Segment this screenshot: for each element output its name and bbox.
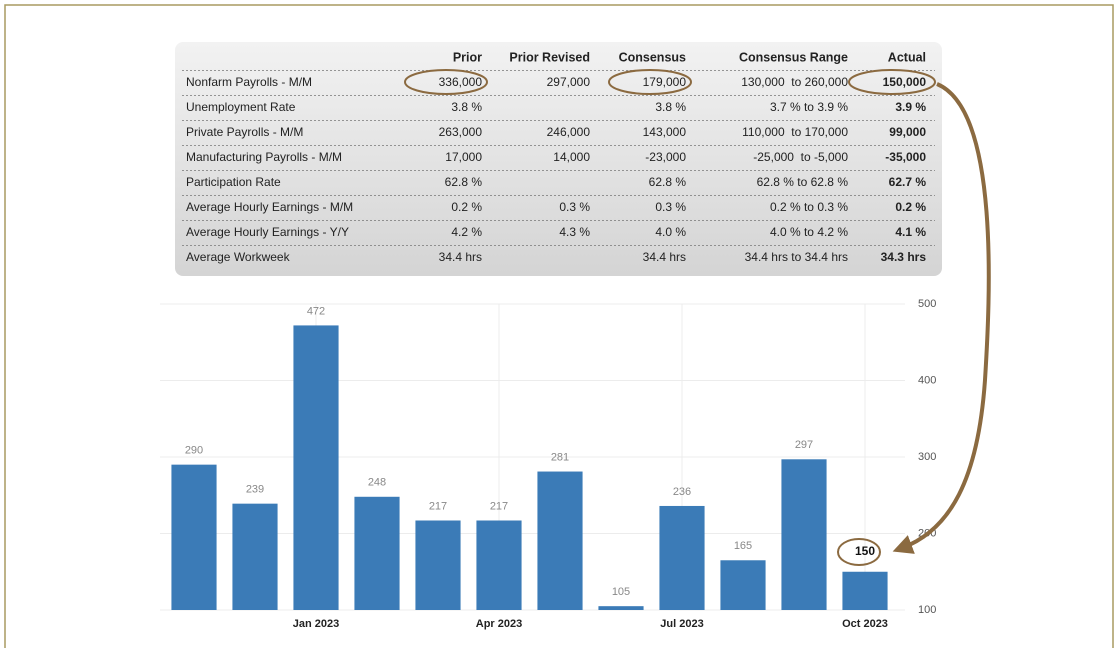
bar [171, 464, 217, 610]
highlight-ellipse [837, 538, 881, 566]
x-tick-label: Jan 2023 [293, 618, 339, 630]
table-cell: 246,000 [547, 125, 591, 139]
bar [537, 471, 583, 610]
row-label: Unemployment Rate [186, 100, 296, 114]
value-label: 239 [246, 484, 264, 496]
bar [659, 505, 705, 610]
frame [4, 4, 1114, 648]
value-label: 297 [795, 439, 813, 451]
table-cell: -23,000 [645, 150, 686, 164]
column-header: Consensus [619, 50, 686, 64]
table-cell: 34.3 hrs [881, 250, 927, 264]
y-tick-label: 100 [918, 604, 936, 616]
table-cell: 0.2 % [895, 200, 926, 214]
value-label: 165 [734, 540, 752, 552]
table-cell: -25,000 to -5,000 [753, 150, 848, 164]
row-label: Average Hourly Earnings - Y/Y [186, 225, 349, 239]
table-cell: 263,000 [439, 125, 483, 139]
table-cell: 0.2 % [451, 200, 482, 214]
row-label: Private Payrolls - M/M [186, 125, 303, 139]
table-cell: 150,000 [883, 75, 927, 89]
table-cell: 14,000 [553, 150, 590, 164]
row-label: Participation Rate [186, 175, 281, 189]
table-cell: 110,000 to 170,000 [742, 125, 848, 139]
y-tick-label: 300 [918, 451, 936, 463]
column-header: Actual [888, 50, 926, 64]
table-cell: 62.7 % [889, 175, 927, 189]
row-label: Manufacturing Payrolls - M/M [186, 150, 342, 164]
table-cell: 62.8 % to 62.8 % [757, 175, 849, 189]
table-cell: 130,000 to 260,000 [741, 75, 848, 89]
bar [415, 520, 461, 610]
table-cell: 0.3 % [655, 200, 686, 214]
value-label: 217 [429, 500, 447, 512]
table-cell: 0.2 % to 0.3 % [770, 200, 848, 214]
x-tick-label: Oct 2023 [842, 618, 888, 630]
highlight-ellipse [404, 69, 488, 95]
row-label: Average Hourly Earnings - M/M [186, 200, 353, 214]
highlight-ellipse [848, 69, 936, 95]
bar [842, 571, 888, 610]
highlight-ellipse [608, 69, 692, 95]
table: Prior Prior Revised Consensus Consensus Ran… [182, 50, 935, 264]
value-label: 472 [307, 305, 325, 317]
value-label: 290 [185, 445, 203, 457]
bar [476, 520, 522, 610]
bar [720, 560, 766, 610]
table-cell: 3.7 % to 3.9 % [770, 100, 848, 114]
bar [598, 606, 644, 610]
table-cell: 297,000 [547, 75, 591, 89]
bar [781, 459, 827, 610]
table-cell: 34.4 hrs to 34.4 hrs [745, 250, 848, 264]
row-label: Nonfarm Payrolls - M/M [186, 75, 312, 89]
table-panel [175, 42, 942, 276]
table-cell: -35,000 [885, 150, 926, 164]
column-header: Prior [453, 50, 482, 64]
value-label: 281 [551, 451, 569, 463]
value-label: 248 [368, 477, 386, 489]
table-cell: 4.0 % to 4.2 % [770, 225, 848, 239]
table-cell: 336,000 [439, 75, 483, 89]
table-cell: 0.3 % [559, 200, 590, 214]
annotations [404, 69, 991, 566]
y-tick-label: 500 [918, 298, 936, 310]
table-cell: 4.1 % [895, 225, 926, 239]
y-tick-label: 400 [918, 374, 936, 386]
value-label: 217 [490, 500, 508, 512]
table-cell: 3.9 % [895, 100, 926, 114]
table-cell: 62.8 % [649, 175, 687, 189]
table-cell: 179,000 [643, 75, 687, 89]
table-cell: 99,000 [889, 125, 926, 139]
table-cell: 34.4 hrs [643, 250, 686, 264]
bar [354, 496, 400, 610]
x-tick-label: Apr 2023 [476, 618, 522, 630]
table-cell: 4.2 % [451, 225, 482, 239]
value-label: 150 [855, 544, 875, 558]
table-cell: 143,000 [643, 125, 687, 139]
table-cell: 3.8 % [655, 100, 686, 114]
table-cell: 3.8 % [451, 100, 482, 114]
column-header: Prior Revised [509, 50, 590, 64]
bar [232, 503, 278, 610]
table-cell: 34.4 hrs [439, 250, 482, 264]
table-cell: 4.3 % [559, 225, 590, 239]
table-cell: 62.8 % [445, 175, 483, 189]
table-cell: 17,000 [445, 150, 482, 164]
row-label: Average Workweek [186, 250, 291, 264]
value-label: 105 [612, 586, 630, 598]
column-header: Consensus Range [739, 50, 848, 64]
bar [293, 325, 339, 610]
table-cell: 4.0 % [655, 225, 686, 239]
x-tick-label: Jul 2023 [660, 618, 703, 630]
arrow [892, 82, 991, 554]
value-label: 236 [673, 486, 691, 498]
